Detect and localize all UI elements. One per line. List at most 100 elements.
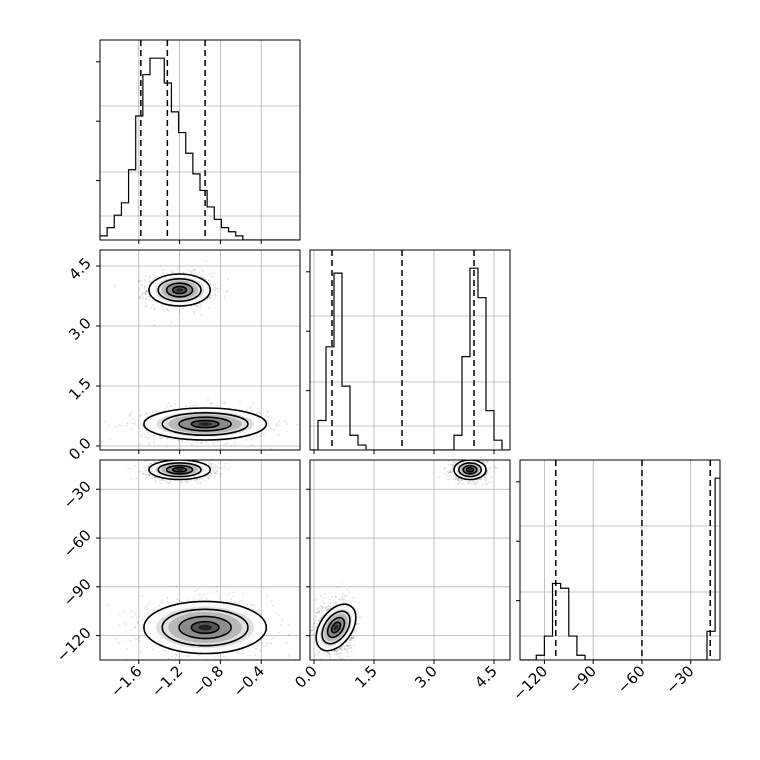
sample-point xyxy=(153,307,156,310)
sample-point xyxy=(485,474,487,477)
sample-point xyxy=(241,649,244,652)
sample-point xyxy=(153,476,156,479)
sample-point xyxy=(287,633,290,636)
sample-point xyxy=(326,609,329,612)
sample-point xyxy=(470,482,473,485)
sample-point xyxy=(145,469,147,472)
y-tick-label: 0.0 xyxy=(65,434,95,464)
density-level xyxy=(176,288,183,292)
sample-point xyxy=(143,433,146,436)
sample-point xyxy=(454,478,456,480)
density-level xyxy=(176,468,183,471)
sample-point xyxy=(277,433,280,436)
sample-point xyxy=(320,609,323,612)
sample-point xyxy=(145,290,148,293)
sample-point xyxy=(348,644,351,647)
sample-point xyxy=(213,472,216,475)
sample-point xyxy=(214,286,217,289)
sample-point xyxy=(207,474,210,477)
sample-point xyxy=(277,614,280,617)
sample-point xyxy=(247,650,249,653)
scatter-panel-2-1: 0.0 1.5 3.0 4.5 xyxy=(291,456,511,692)
sample-point xyxy=(200,303,202,306)
sample-point xyxy=(454,478,457,481)
sample-point xyxy=(130,477,132,480)
sample-point xyxy=(184,441,187,443)
sample-point xyxy=(202,277,205,279)
sample-point xyxy=(145,646,148,649)
sample-point xyxy=(207,279,210,282)
sample-point xyxy=(144,286,146,289)
sample-point xyxy=(326,651,329,654)
sample-point xyxy=(134,464,137,467)
sample-point xyxy=(211,275,214,278)
sample-point xyxy=(103,421,106,423)
sample-point xyxy=(450,469,452,472)
sample-point xyxy=(144,607,146,610)
sample-point xyxy=(316,611,319,614)
sample-point xyxy=(217,462,220,465)
sample-point xyxy=(139,280,141,283)
sample-point xyxy=(197,441,200,444)
sample-point xyxy=(214,283,217,286)
sample-point xyxy=(483,475,486,478)
sample-point xyxy=(471,456,473,458)
sample-point xyxy=(488,467,491,470)
sample-point xyxy=(460,478,463,481)
sample-point xyxy=(198,599,201,601)
sample-point xyxy=(226,290,229,293)
sample-point xyxy=(485,482,488,485)
sample-point xyxy=(214,471,217,474)
sample-point xyxy=(153,461,156,464)
axes-frame xyxy=(309,249,511,451)
sample-point xyxy=(261,641,264,644)
sample-point xyxy=(335,650,338,653)
sample-point xyxy=(321,600,324,603)
sample-point xyxy=(223,443,226,446)
sample-point xyxy=(278,424,280,427)
sample-point xyxy=(336,650,339,652)
sample-point xyxy=(225,290,228,293)
sample-point xyxy=(476,481,479,484)
sample-point xyxy=(218,472,220,475)
sample-point xyxy=(285,430,288,433)
sample-point xyxy=(115,637,118,640)
sample-point xyxy=(163,663,165,665)
sample-point xyxy=(130,610,133,613)
sample-point xyxy=(128,413,131,416)
sample-point xyxy=(146,289,148,292)
sample-point xyxy=(107,425,110,427)
sample-point xyxy=(202,270,204,273)
sample-point xyxy=(188,479,191,482)
sample-point xyxy=(216,282,219,284)
sample-point xyxy=(148,276,151,279)
sample-point xyxy=(352,634,355,637)
sample-point xyxy=(123,624,126,627)
sample-point xyxy=(349,638,352,641)
sample-point xyxy=(296,423,299,426)
sample-point xyxy=(199,482,202,485)
sample-point xyxy=(265,644,267,647)
sample-point xyxy=(223,295,226,298)
sample-point xyxy=(447,460,450,463)
sample-point xyxy=(117,642,120,644)
sample-point xyxy=(154,274,157,277)
sample-point xyxy=(449,471,452,474)
sample-point xyxy=(141,295,143,297)
sample-point xyxy=(340,646,343,649)
sample-point xyxy=(175,585,178,588)
sample-point xyxy=(261,432,264,435)
sample-point xyxy=(159,437,162,440)
sample-point xyxy=(148,474,151,477)
sample-point xyxy=(145,466,148,469)
sample-point xyxy=(158,604,161,607)
sample-point xyxy=(137,636,140,639)
sample-point xyxy=(141,293,144,295)
sample-point xyxy=(446,470,449,473)
contour-line xyxy=(453,460,487,481)
sample-point xyxy=(162,268,164,271)
sample-point xyxy=(458,481,461,484)
sample-point xyxy=(159,482,162,485)
sample-point xyxy=(197,274,200,276)
sample-point xyxy=(230,600,232,603)
